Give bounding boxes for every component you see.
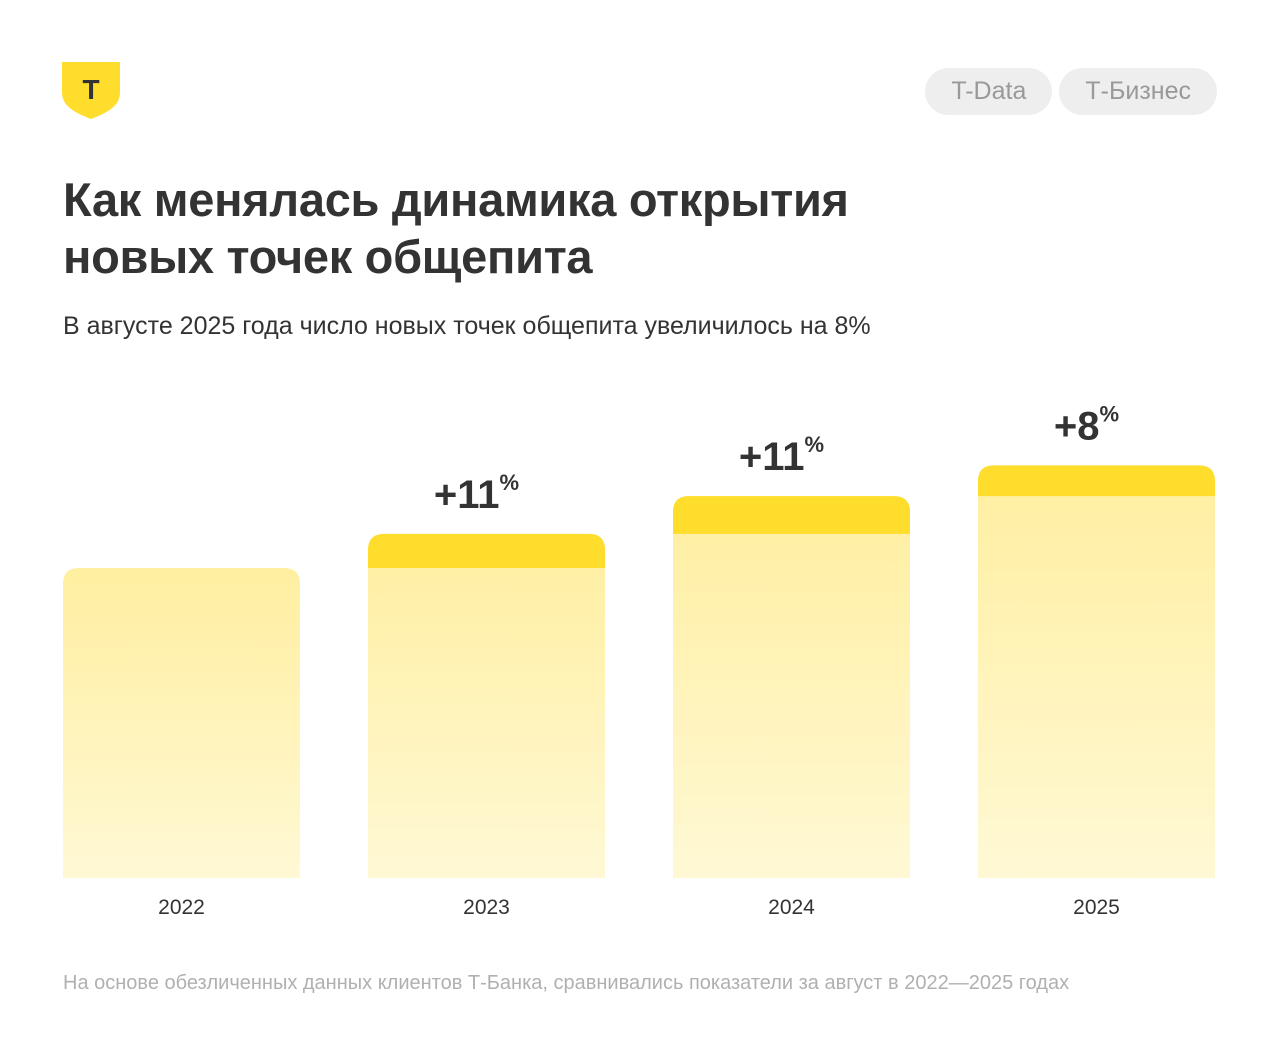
logo-letter: Т [82,74,99,105]
growth-unit: % [805,432,825,457]
bar-2024 [673,496,910,878]
page-title: Как менялась динамика открытия новых точ… [63,171,1063,285]
title-line-2: новых точек общепита [63,230,593,283]
t-bank-logo: Т [62,62,120,119]
category-label-2023: 2023 [463,896,510,919]
growth-segment-2023 [368,533,605,568]
bar-2025 [978,465,1215,878]
subtitle: В августе 2025 года число новых точек об… [63,312,871,340]
category-label-2025: 2025 [1073,896,1120,919]
growth-label-2025: +8% [1054,401,1119,448]
growth-label-2024: +11% [739,432,824,479]
category-label-2022: 2022 [158,896,205,919]
bars-group: 2022 +11% 2023 +11% 2024 +8% 2025 [63,401,1215,919]
title-line-1: Как менялась динамика открытия [63,173,849,226]
tag-t-data[interactable]: T-Data [925,68,1053,115]
growth-unit: % [500,470,520,495]
bar-2023 [368,533,605,878]
growth-label-2023: +11% [434,470,519,517]
growth-unit: % [1100,401,1120,426]
footnote: На основе обезличенных данных клиентов Т… [63,972,1070,994]
source-tags: T-Data Т-Бизнес [925,68,1217,115]
category-label-2024: 2024 [768,896,815,919]
growth-segment-2025 [978,465,1215,497]
tag-t-business[interactable]: Т-Бизнес [1059,68,1217,115]
growth-segment-2024 [673,496,910,534]
bar-2022 [63,568,300,878]
